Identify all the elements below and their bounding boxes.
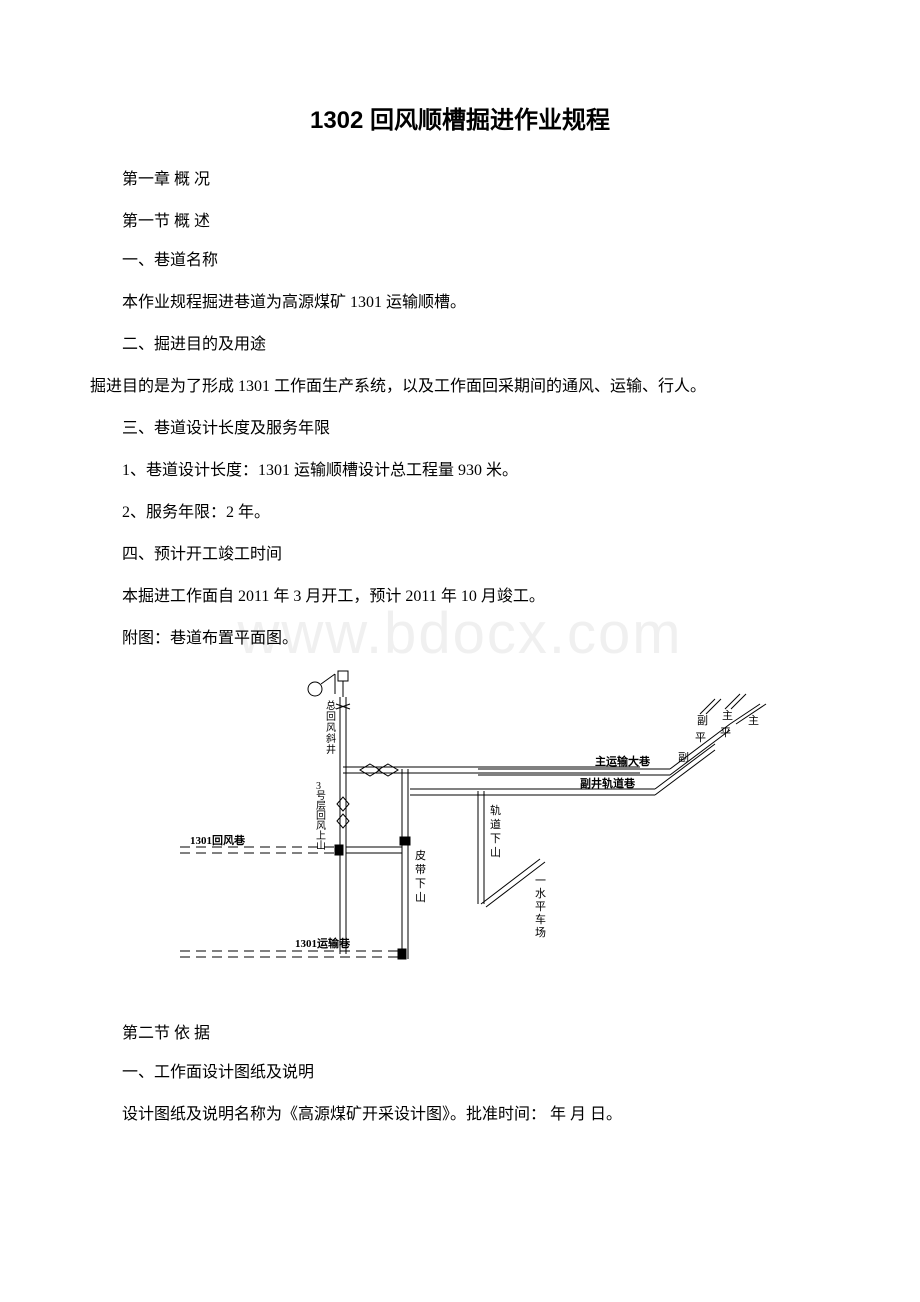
paragraph-3b: 2、服务年限：2 年。 — [90, 501, 830, 525]
label-fu2: 副 — [678, 751, 689, 764]
document-content: 1302 回风顺槽掘进作业规程 第一章 概 况 第一节 概 述 一、巷道名称 本… — [90, 100, 830, 1127]
paragraph-6: 设计图纸及说明名称为《高源煤矿开采设计图》。批准时间： 年 月 日。 — [90, 1103, 830, 1127]
label-huifengxiang: 1301回风巷 — [190, 833, 246, 847]
tunnel-layout-diagram: 总回风斜井 3号层回风上山 1301回风巷 1301运输巷 皮带下山 轨道下山 … — [140, 669, 780, 999]
heading-1: 一、巷道名称 — [90, 249, 830, 273]
label-zonghuifeng: 总回风斜井 — [326, 699, 336, 756]
label-guidao: 轨道下山 — [490, 803, 501, 859]
label-yishuiping: 一水平车场 — [535, 875, 546, 939]
label-fujingguidao: 副井轨道巷 — [580, 776, 636, 790]
label-zhuyunshu: 主运输大巷 — [595, 754, 651, 768]
label-zhu2: 主 — [748, 714, 759, 727]
heading-4: 四、预计开工竣工时间 — [90, 543, 830, 567]
paragraph-3a: 1、巷道设计长度：1301 运输顺槽设计总工程量 930 米。 — [90, 459, 830, 483]
label-pidai: 皮带下山 — [415, 849, 426, 904]
heading-2: 二、掘进目的及用途 — [90, 333, 830, 357]
heading-3: 三、巷道设计长度及服务年限 — [90, 417, 830, 441]
heading-5: 一、工作面设计图纸及说明 — [90, 1061, 830, 1085]
label-fuping: 平 — [695, 732, 706, 744]
document-title: 1302 回风顺槽掘进作业规程 — [90, 100, 830, 135]
diagram-container: 总回风斜井 3号层回风上山 1301回风巷 1301运输巷 皮带下山 轨道下山 … — [90, 669, 830, 999]
label-zhu-top: 主 — [722, 709, 733, 722]
label-sanhao: 3号层回风上山 — [316, 781, 326, 852]
section-1-heading: 第一节 概 述 — [90, 207, 830, 231]
section-2-heading: 第二节 依 据 — [90, 1019, 830, 1043]
paragraph-1: 本作业规程掘进巷道为高源煤矿 1301 运输顺槽。 — [90, 291, 830, 315]
paragraph-4: 本掘进工作面自 2011 年 3 月开工，预计 2011 年 10 月竣工。 — [90, 585, 830, 609]
label-yunshuxiang: 1301运输巷 — [295, 936, 351, 950]
label-zhuping: 平 — [720, 727, 731, 739]
label-fu-top: 副 — [697, 714, 708, 727]
paragraph-5: 附图：巷道布置平面图。 — [90, 627, 830, 651]
chapter-1-heading: 第一章 概 况 — [90, 165, 830, 189]
paragraph-2: 掘进目的是为了形成 1301 工作面生产系统，以及工作面回采期间的通风、运输、行… — [90, 375, 830, 399]
